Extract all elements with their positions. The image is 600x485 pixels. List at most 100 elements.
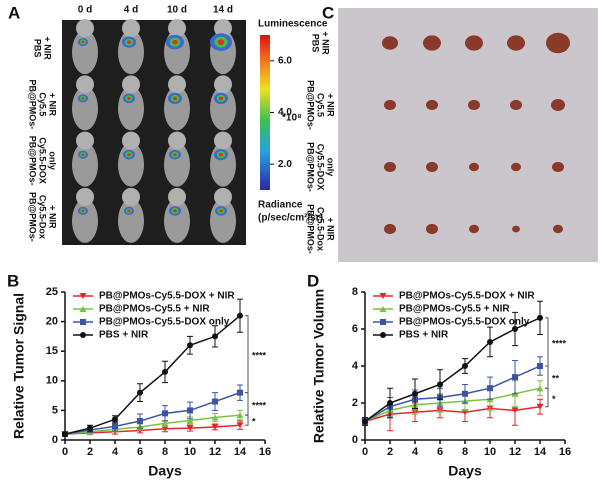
- panel-letter: C: [322, 3, 334, 22]
- signal: [217, 39, 225, 45]
- x-axis-label: Days: [148, 463, 182, 479]
- marker: [112, 416, 118, 423]
- mouse-head: [76, 75, 94, 94]
- tumor: [382, 36, 398, 50]
- marker: [212, 398, 218, 405]
- significance-bracket: [545, 387, 549, 408]
- x-axis-label: Days: [448, 463, 482, 479]
- y-tick-label: 6: [352, 323, 358, 335]
- marker: [462, 363, 468, 369]
- marker: [187, 407, 193, 414]
- row-label: + NIR: [326, 217, 336, 241]
- tumor: [384, 161, 396, 173]
- marker: [536, 385, 544, 392]
- mouse-head: [214, 187, 232, 206]
- marker: [379, 306, 387, 312]
- mouse-head: [122, 19, 140, 38]
- marker: [537, 363, 543, 369]
- significance-label: *: [252, 417, 256, 427]
- row-label: + NIR: [48, 93, 58, 117]
- signal: [127, 96, 131, 100]
- x-tick-label: 2: [87, 446, 93, 458]
- mouse-head: [214, 75, 232, 94]
- y-tick-label: 4: [352, 360, 359, 372]
- tumor: [469, 162, 479, 172]
- y-tick-label: 0: [352, 434, 358, 446]
- y-axis-label: Relative Tumor Signal: [11, 293, 27, 439]
- marker: [112, 423, 118, 430]
- x-tick-label: 10: [184, 446, 196, 458]
- colorbar-tick-label: 4.0: [278, 107, 292, 118]
- legend-label: PB@PMOs-Cy5.5-DOX + NIR: [399, 291, 535, 302]
- row-label: Cy5.5: [38, 92, 48, 116]
- marker: [62, 431, 68, 438]
- mouse-head: [168, 187, 186, 206]
- colorbar-label: (p/sec/cm²/sr): [258, 213, 323, 224]
- mouse-head: [168, 131, 186, 150]
- column-label: 14 d: [213, 5, 233, 16]
- colorbar: [260, 35, 270, 190]
- significance-label: **: [552, 373, 560, 383]
- row-label: PB@PMOs-: [28, 192, 38, 242]
- marker: [211, 423, 219, 430]
- row-label: only: [326, 158, 336, 177]
- tumor: [553, 224, 563, 234]
- y-tick-label: 25: [46, 286, 58, 298]
- mouse-head: [214, 19, 232, 38]
- row-label: Cy5.5-DOX: [38, 137, 48, 184]
- marker: [137, 418, 143, 425]
- marker: [161, 420, 169, 427]
- signal: [81, 97, 85, 100]
- signal: [81, 209, 85, 213]
- y-axis-label: Relative Tumor Volumn: [311, 289, 327, 443]
- series-line: [364, 317, 541, 423]
- panel-letter: B: [7, 271, 19, 290]
- colorbar-tick-label: 2.0: [278, 159, 292, 170]
- column-label: 10 d: [167, 5, 187, 16]
- marker: [380, 319, 386, 325]
- marker: [512, 374, 518, 381]
- colorbar-unit: *10⁸: [282, 113, 302, 124]
- marker: [186, 425, 194, 432]
- tumor: [468, 99, 480, 111]
- signal: [172, 96, 178, 101]
- legend-label: PB@PMOs-Cy5.5 + NIR: [99, 304, 210, 315]
- tumor: [551, 99, 565, 111]
- mouse-head: [168, 19, 186, 38]
- mouse-head: [168, 75, 186, 94]
- tumor: [512, 225, 520, 233]
- significance-label: *: [552, 394, 556, 404]
- marker: [187, 342, 193, 349]
- row-label: Cy5.5-DOX: [316, 144, 326, 191]
- row-label: PB@PMOs-: [306, 80, 316, 130]
- marker: [462, 390, 468, 397]
- colorbar-label: Radiance: [258, 200, 303, 211]
- marker: [236, 422, 244, 429]
- signal: [218, 152, 224, 157]
- row-label: + NIR: [48, 205, 58, 229]
- mouse-head: [122, 131, 140, 150]
- colorbar-tick-label: 6.0: [278, 55, 292, 66]
- panel-letter: A: [8, 3, 20, 22]
- y-tick-label: 20: [46, 316, 58, 328]
- tumor: [423, 35, 441, 51]
- x-tick-label: 12: [509, 446, 521, 458]
- marker: [161, 425, 169, 432]
- marker: [487, 385, 493, 392]
- marker: [379, 293, 387, 299]
- significance-bracket: [545, 365, 549, 389]
- legend-label: PBS + NIR: [99, 330, 149, 341]
- series-line: [64, 414, 241, 435]
- x-tick-label: 4: [112, 446, 119, 458]
- x-tick-label: 0: [362, 446, 368, 458]
- colorbar-title: Luminescence: [258, 19, 328, 30]
- legend-label: PB@PMOs-Cy5.5-DOX only: [399, 317, 530, 328]
- legend-label: PB@PMOs-Cy5.5-DOX + NIR: [99, 291, 235, 302]
- marker: [512, 326, 518, 332]
- signal: [127, 153, 131, 157]
- mouse-head: [76, 19, 94, 38]
- tumor: [546, 32, 570, 54]
- x-tick-label: 4: [412, 446, 419, 458]
